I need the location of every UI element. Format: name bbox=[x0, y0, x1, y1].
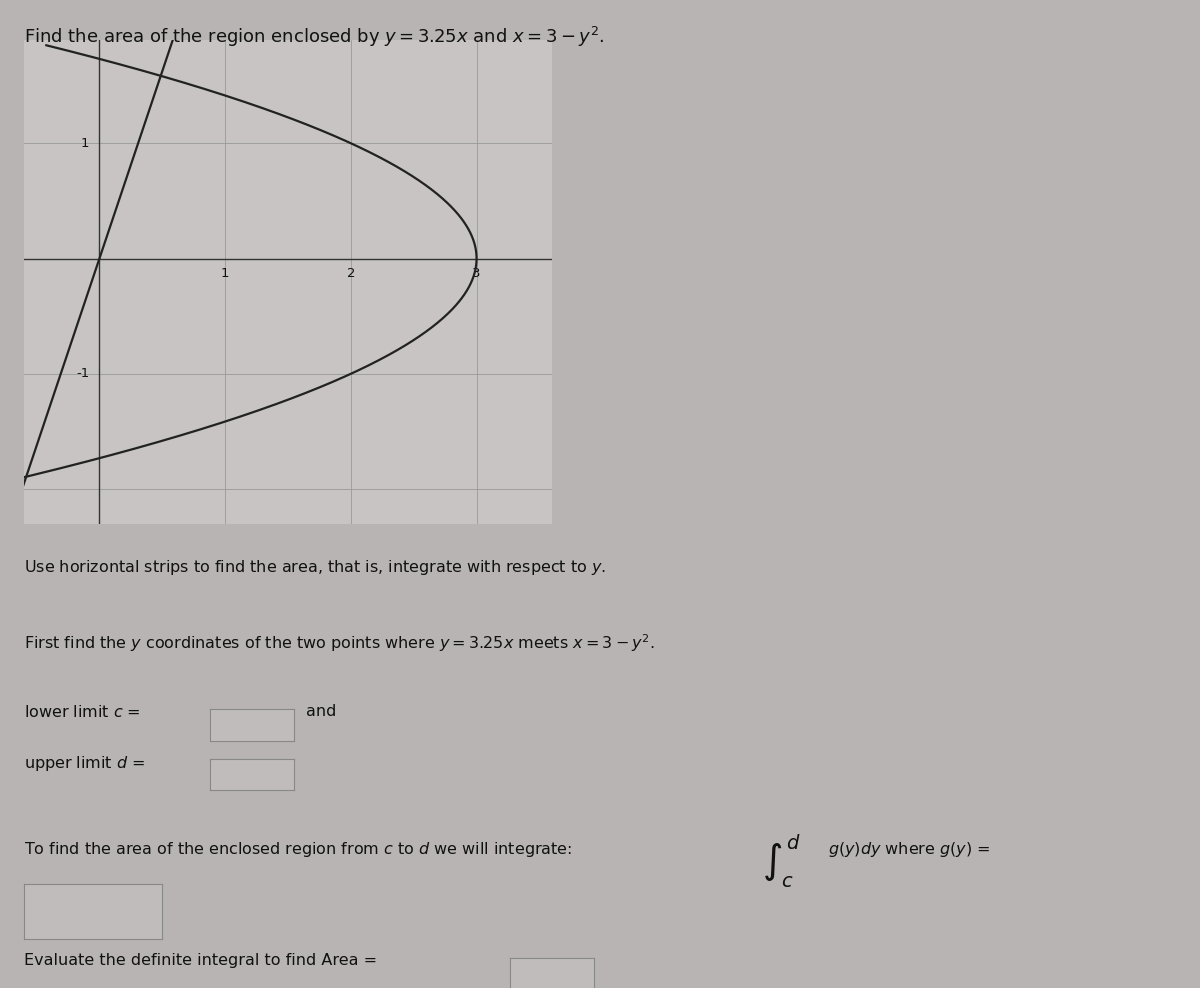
Text: upper limit $d$ =: upper limit $d$ = bbox=[24, 754, 145, 773]
Text: -1: -1 bbox=[76, 368, 89, 380]
Text: $\int_c^d$: $\int_c^d$ bbox=[762, 833, 800, 890]
Text: Find the area of the region enclosed by $y = 3.25x$ and $x = 3 - y^2$.: Find the area of the region enclosed by … bbox=[24, 25, 605, 48]
Text: 1: 1 bbox=[221, 267, 229, 280]
Text: and: and bbox=[306, 704, 336, 719]
Text: 2: 2 bbox=[347, 267, 355, 280]
Text: 1: 1 bbox=[80, 136, 89, 150]
Text: First find the $y$ coordinates of the two points where $y = 3.25x$ meets $x = 3 : First find the $y$ coordinates of the tw… bbox=[24, 632, 655, 654]
Text: $g(y)dy$ where $g(y)$ =: $g(y)dy$ where $g(y)$ = bbox=[828, 840, 990, 859]
Text: Evaluate the definite integral to find Area =: Evaluate the definite integral to find A… bbox=[24, 953, 377, 968]
Text: lower limit $c$ =: lower limit $c$ = bbox=[24, 704, 140, 720]
Text: 3: 3 bbox=[473, 267, 481, 280]
Text: To find the area of the enclosed region from $c$ to $d$ we will integrate:: To find the area of the enclosed region … bbox=[24, 840, 572, 859]
Text: Use horizontal strips to find the area, that is, integrate with respect to $y$.: Use horizontal strips to find the area, … bbox=[24, 558, 606, 577]
